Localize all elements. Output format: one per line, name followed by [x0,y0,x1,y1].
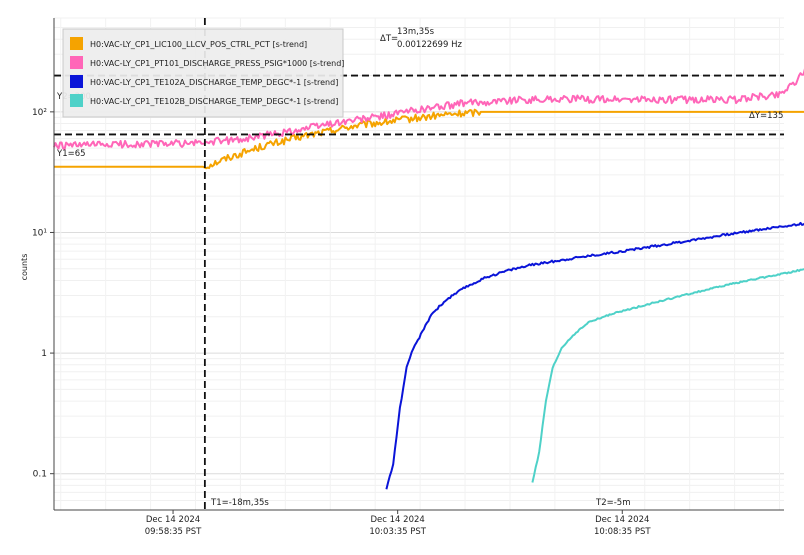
series-line [53,68,804,151]
y-tick-labels: 0.1 1 10¹ 10² [32,108,54,480]
delta-t-value: 13m,35s [397,27,435,37]
legend-label: H0:VAC-LY_CP1_TE102A_DISCHARGE_TEMP_DEGC… [90,78,338,87]
x-tick-labels: Dec 14 2024 09:58:35 PST Dec 14 2024 10:03:… [145,510,651,537]
legend-label: H0:VAC-LY_CP1_TE102B_DISCHARGE_TEMP_DEGC… [90,97,338,106]
delta-t-frequency: 0.00122699 Hz [397,40,462,50]
y-tick-label: 1 [41,349,47,359]
y-axis-title: counts [20,254,29,281]
legend[interactable]: H0:VAC-LY_CP1_LIC100_LLCV_POS_CTRL_PCT [… [62,28,344,118]
legend-item[interactable]: H0:VAC-LY_CP1_TE102A_DISCHARGE_TEMP_DEGC… [70,75,338,88]
grid-lines [54,17,784,511]
series-lines [53,68,804,490]
x-tick-label: 10:08:35 PST [594,527,651,537]
cursor-t1-label: T1=-18m,35s [210,498,269,508]
series-line [531,268,804,483]
legend-label: H0:VAC-LY_CP1_LIC100_LLCV_POS_CTRL_PCT [… [90,40,307,49]
x-tick-label: 09:58:35 PST [145,527,202,537]
x-tick-label: 10:03:35 PST [369,527,426,537]
delta-t-symbol: ΔT= [380,34,398,44]
legend-swatch-te102b [70,94,83,107]
legend-swatch-pt101 [70,56,83,69]
y-tick-label: 0.1 [33,470,47,480]
series-line [54,108,804,170]
cursor-y1-label: Y1=65 [56,149,86,159]
y-tick-label: 10¹ [32,228,47,238]
x-tick-label: Dec 14 2024 [595,515,649,525]
x-tick-label: Dec 14 2024 [371,515,425,525]
axes [53,18,784,511]
legend-label: H0:VAC-LY_CP1_PT101_DISCHARGE_PRESS_PSIG… [90,59,344,68]
cursor-t2-label: T2=-5m [595,498,630,508]
legend-item[interactable]: H0:VAC-LY_CP1_PT101_DISCHARGE_PRESS_PSIG… [70,56,344,69]
y-tick-label: 10² [32,108,47,118]
legend-swatch-lic100 [70,37,83,50]
delta-y-label: ΔY=135 [749,111,783,121]
legend-swatch-te102a [70,75,83,88]
x-tick-label: Dec 14 2024 [146,515,200,525]
legend-item[interactable]: H0:VAC-LY_CP1_TE102B_DISCHARGE_TEMP_DEGC… [70,94,338,107]
legend-item[interactable]: H0:VAC-LY_CP1_LIC100_LLCV_POS_CTRL_PCT [… [70,37,307,50]
series-line [385,221,804,490]
legend-box [62,28,344,118]
